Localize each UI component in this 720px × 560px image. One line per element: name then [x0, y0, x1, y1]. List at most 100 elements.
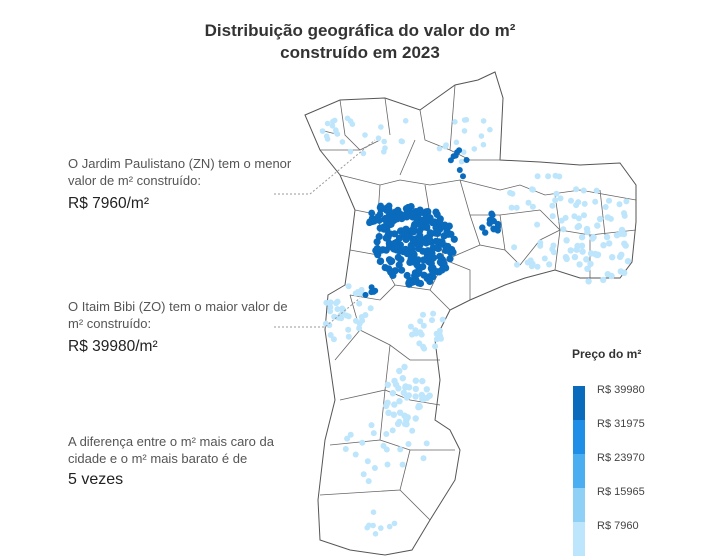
price-dot [563, 215, 569, 221]
price-dot [383, 403, 389, 409]
price-dot [594, 188, 600, 194]
legend-swatch [573, 454, 585, 488]
price-dot [371, 509, 377, 515]
legend-swatch [573, 522, 585, 556]
price-dot [424, 238, 431, 245]
price-dot [552, 197, 558, 203]
price-dot [621, 210, 627, 216]
annotation-leader-lines [274, 140, 375, 327]
price-dot [406, 384, 412, 390]
price-dot [409, 428, 415, 434]
price-dot [330, 123, 336, 129]
price-dot [436, 218, 443, 225]
price-dot [335, 299, 341, 305]
price-dot [462, 128, 468, 134]
price-dot [397, 446, 403, 452]
price-dot [579, 234, 585, 240]
district-boundaries [305, 72, 636, 555]
price-dot [609, 254, 615, 260]
price-dot [387, 269, 394, 276]
price-dot [421, 455, 427, 461]
legend-label: R$ 15965 [597, 486, 645, 498]
price-dot [525, 260, 531, 266]
price-dot [377, 203, 384, 210]
price-dot [460, 173, 466, 179]
price-dot [600, 277, 606, 283]
price-dot [409, 258, 416, 265]
price-dot [440, 260, 447, 267]
price-dot [320, 128, 326, 134]
price-dot [625, 258, 631, 264]
price-dot [419, 332, 425, 338]
price-dot [440, 317, 446, 323]
price-dot [392, 521, 398, 527]
price-dot [574, 247, 580, 253]
price-dot [395, 385, 401, 391]
price-dot [436, 253, 443, 260]
price-dot [403, 118, 409, 124]
price-dot [359, 440, 365, 446]
price-dot [382, 145, 388, 151]
price-dot [575, 199, 581, 205]
price-dot [592, 199, 598, 205]
price-dot [416, 340, 422, 346]
price-dot [396, 368, 402, 374]
price-dot [345, 327, 351, 333]
price-dot [361, 471, 367, 477]
price-dot [396, 419, 402, 425]
price-dot [401, 364, 407, 370]
price-dot [356, 301, 362, 307]
price-dot [514, 205, 520, 211]
price-dot [391, 378, 397, 384]
price-dot [417, 403, 423, 409]
price-dot [437, 146, 443, 152]
price-dot [550, 213, 556, 219]
price-dot [387, 221, 394, 228]
price-dot [406, 441, 412, 447]
price-dot [391, 412, 397, 418]
price-dot [592, 251, 598, 257]
price-dot [323, 300, 329, 306]
price-dot [509, 205, 515, 211]
leader-line-zn [274, 140, 375, 194]
legend-title: Preço do m² [572, 347, 641, 361]
price-dot [558, 195, 564, 201]
price-dot [397, 241, 404, 248]
price-dot [408, 324, 414, 330]
price-dot [618, 231, 624, 237]
legend-label: R$ 7960 [597, 520, 639, 532]
price-dot [448, 157, 454, 163]
price-dot [452, 119, 458, 125]
price-dot [381, 139, 387, 145]
price-dot [487, 127, 493, 133]
price-dot [482, 229, 488, 235]
price-dot [361, 151, 367, 157]
price-dot [514, 262, 520, 268]
price-dot [535, 173, 541, 179]
price-dot [487, 220, 493, 226]
price-dot [446, 255, 453, 262]
price-dot [402, 421, 408, 427]
price-dot [345, 116, 351, 122]
price-dot [443, 227, 450, 234]
price-dot [368, 305, 374, 311]
leader-line-zo [274, 298, 360, 327]
price-dot [373, 531, 379, 537]
price-dot [344, 436, 350, 442]
price-dot [434, 211, 441, 218]
price-dot [406, 392, 412, 398]
price-dot [579, 249, 585, 255]
price-dot [546, 261, 552, 267]
price-dot [507, 190, 513, 196]
price-dot [413, 415, 419, 421]
price-dot [387, 524, 393, 530]
price-dot [443, 142, 449, 148]
price-dot [385, 382, 391, 388]
price-dot [385, 462, 391, 468]
price-dot [459, 159, 465, 165]
legend-label: R$ 39980 [597, 384, 645, 396]
price-dot [408, 242, 415, 249]
price-dot [422, 214, 429, 221]
price-dot [363, 292, 369, 298]
